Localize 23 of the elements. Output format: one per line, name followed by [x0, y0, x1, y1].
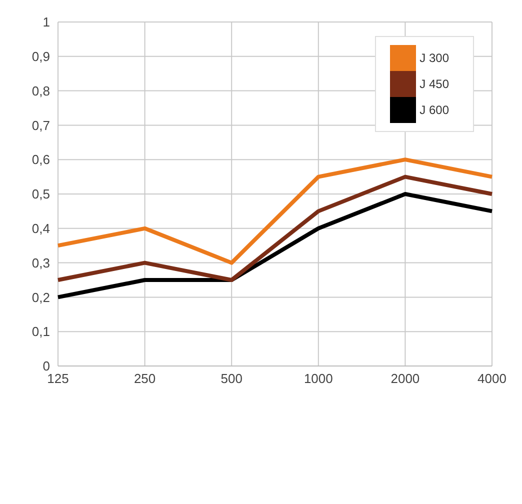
legend-label: J 300	[420, 51, 449, 66]
y-tick-label: 0,7	[32, 118, 50, 133]
y-tick-label: 0,3	[32, 255, 50, 270]
y-tick-label: 0,4	[32, 221, 50, 236]
y-tick-label: 0,8	[32, 83, 50, 98]
y-tick-label: 1	[42, 14, 50, 30]
x-tick-label: 4000	[478, 371, 506, 386]
x-tick-label: 500	[220, 371, 242, 386]
y-tick-label: 0,5	[32, 186, 50, 202]
y-tick-label: 0,2	[32, 290, 50, 305]
line-series	[56, 174, 494, 282]
line-series	[56, 158, 494, 265]
x-tick-label: 125	[47, 371, 69, 386]
x-tick-label: 250	[134, 371, 156, 386]
y-tick-label: 0,9	[32, 49, 50, 64]
x-tick-label: 1000	[304, 371, 333, 386]
x-tick-label: 2000	[390, 371, 420, 386]
y-tick-label: 0,1	[32, 324, 50, 340]
legend-label: J 600	[420, 103, 449, 118]
y-tick-label: 0	[42, 358, 50, 374]
line-series	[56, 192, 494, 300]
legend-label: J 450	[420, 77, 449, 92]
y-tick-label: 0,6	[32, 152, 50, 168]
